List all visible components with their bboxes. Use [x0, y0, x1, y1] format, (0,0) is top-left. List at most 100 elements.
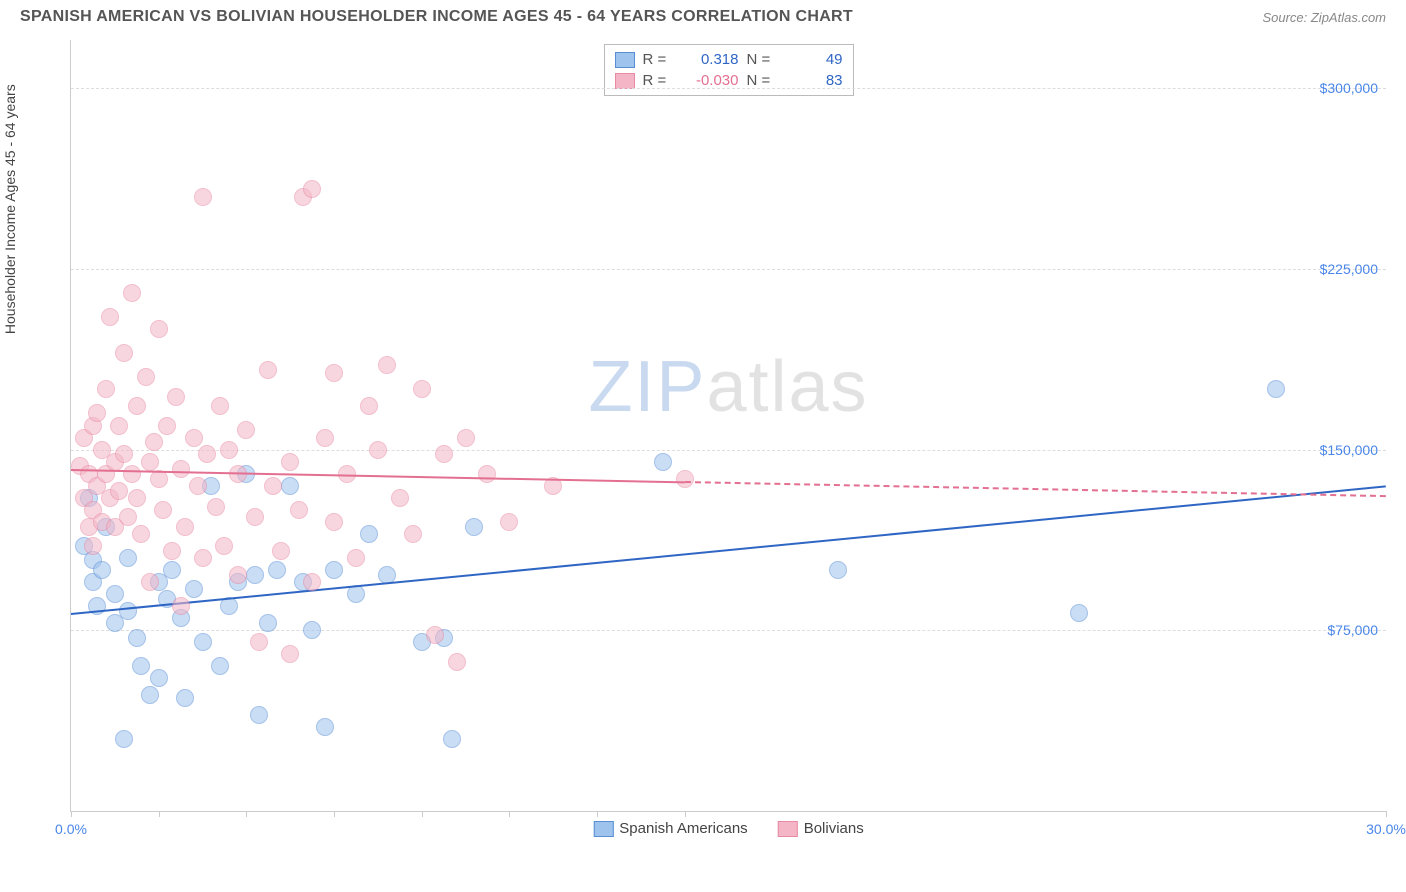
scatter-point [303, 180, 321, 198]
scatter-point [128, 397, 146, 415]
scatter-point [250, 633, 268, 651]
scatter-point [303, 573, 321, 591]
x-tick-label: 30.0% [1366, 821, 1406, 837]
scatter-point [272, 542, 290, 560]
scatter-point [654, 453, 672, 471]
scatter-point [369, 441, 387, 459]
scatter-point [457, 429, 475, 447]
chart-container: Householder Income Ages 45 - 64 years ZI… [20, 40, 1386, 862]
stat-n-value: 49 [783, 51, 843, 68]
stat-r-value: -0.030 [679, 72, 739, 89]
scatter-point [88, 404, 106, 422]
legend-swatch [778, 821, 798, 837]
scatter-point [303, 621, 321, 639]
watermark: ZIPatlas [588, 346, 868, 428]
scatter-point [500, 513, 518, 531]
scatter-point [128, 489, 146, 507]
scatter-point [128, 629, 146, 647]
x-tick-label: 0.0% [55, 821, 87, 837]
scatter-point [119, 549, 137, 567]
scatter-point [1070, 604, 1088, 622]
scatter-point [110, 417, 128, 435]
watermark-atlas: atlas [706, 347, 868, 427]
legend-swatch [615, 52, 635, 68]
scatter-point [189, 477, 207, 495]
scatter-point [443, 730, 461, 748]
stat-n-label: N = [747, 72, 775, 89]
scatter-point [167, 388, 185, 406]
scatter-point [426, 626, 444, 644]
watermark-zip: ZIP [588, 347, 706, 427]
scatter-point [360, 525, 378, 543]
trend-line [685, 481, 1386, 497]
x-tick [422, 811, 423, 817]
legend-label: Bolivians [804, 820, 864, 837]
scatter-point [268, 561, 286, 579]
scatter-point [237, 421, 255, 439]
scatter-point [404, 525, 422, 543]
scatter-point [281, 453, 299, 471]
scatter-point [360, 397, 378, 415]
plot-area: ZIPatlas R =0.318N =49R =-0.030N =83 Spa… [70, 40, 1386, 812]
legend-swatch [593, 821, 613, 837]
scatter-point [97, 380, 115, 398]
chart-title: SPANISH AMERICAN VS BOLIVIAN HOUSEHOLDER… [20, 8, 853, 26]
legend-item: Spanish Americans [593, 820, 747, 837]
scatter-point [259, 614, 277, 632]
y-tick-label: $225,000 [1320, 261, 1378, 277]
scatter-point [194, 188, 212, 206]
scatter-point [123, 465, 141, 483]
scatter-point [215, 537, 233, 555]
y-tick-label: $75,000 [1327, 622, 1378, 638]
scatter-point [172, 460, 190, 478]
scatter-point [150, 669, 168, 687]
scatter-point [435, 445, 453, 463]
stat-r-label: R = [643, 72, 671, 89]
scatter-point [101, 308, 119, 326]
scatter-point [829, 561, 847, 579]
scatter-point [316, 718, 334, 736]
scatter-point [478, 465, 496, 483]
scatter-point [281, 645, 299, 663]
scatter-point [207, 498, 225, 516]
scatter-point [325, 513, 343, 531]
scatter-point [325, 364, 343, 382]
scatter-point [119, 602, 137, 620]
x-tick [1386, 811, 1387, 817]
x-tick [509, 811, 510, 817]
scatter-point [281, 477, 299, 495]
scatter-point [123, 284, 141, 302]
y-tick-label: $150,000 [1320, 442, 1378, 458]
scatter-point [259, 361, 277, 379]
x-tick [71, 811, 72, 817]
scatter-point [84, 537, 102, 555]
scatter-point [211, 657, 229, 675]
legend-item: Bolivians [778, 820, 864, 837]
scatter-point [316, 429, 334, 447]
scatter-point [448, 653, 466, 671]
stat-r-label: R = [643, 51, 671, 68]
stat-n-label: N = [747, 51, 775, 68]
scatter-point [391, 489, 409, 507]
scatter-point [176, 689, 194, 707]
scatter-point [176, 518, 194, 536]
stat-r-value: 0.318 [679, 51, 739, 68]
scatter-point [145, 433, 163, 451]
scatter-point [198, 445, 216, 463]
x-tick [159, 811, 160, 817]
x-tick [685, 811, 686, 817]
scatter-point [163, 561, 181, 579]
stat-row: R = 0.318 N = 49 [615, 49, 843, 70]
scatter-point [115, 730, 133, 748]
scatter-point [137, 368, 155, 386]
scatter-point [185, 580, 203, 598]
scatter-point [158, 417, 176, 435]
scatter-point [676, 470, 694, 488]
scatter-point [194, 633, 212, 651]
legend-label: Spanish Americans [619, 820, 747, 837]
scatter-point [229, 566, 247, 584]
scatter-point [106, 585, 124, 603]
scatter-point [141, 573, 159, 591]
y-tick-label: $300,000 [1320, 80, 1378, 96]
scatter-point [154, 501, 172, 519]
